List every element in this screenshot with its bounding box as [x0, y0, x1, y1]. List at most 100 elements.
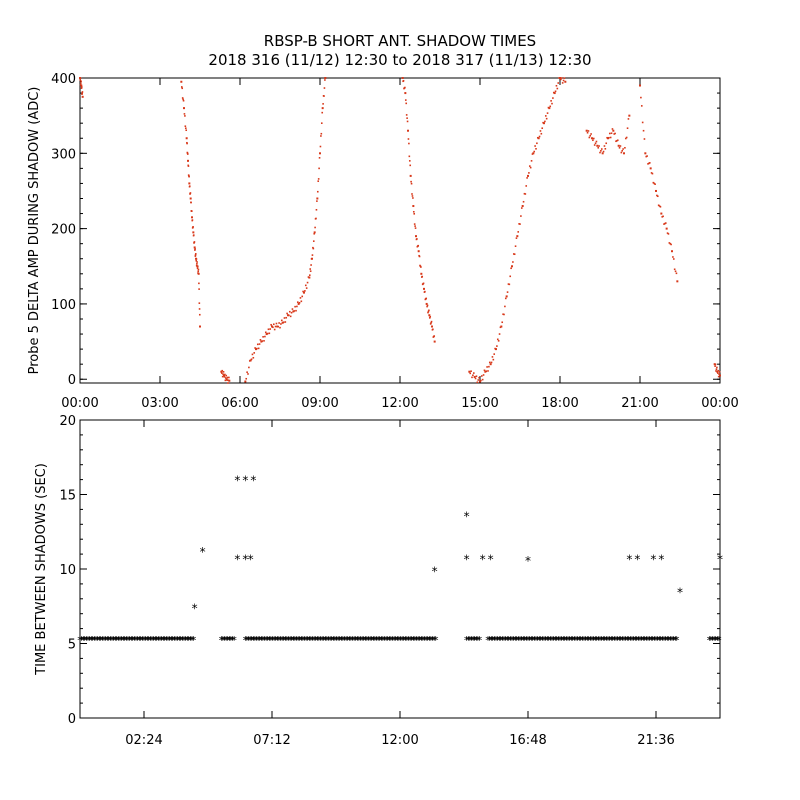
- data-point-fill: [488, 361, 491, 364]
- panel-probe-delta-amp: 00:00 03:00 06:00 09:00 12:00 15:00 18:00 21:00…: [27, 72, 739, 411]
- data-point: [655, 189, 657, 192]
- data-point-fill: [512, 261, 514, 263]
- data-point-fill: [198, 302, 201, 304]
- data-point-fill: [181, 97, 184, 99]
- data-point-fill: [647, 163, 649, 165]
- data-point-baseline: *: [162, 634, 168, 647]
- data-point-fill: [81, 93, 83, 95]
- data-point-fill: [668, 242, 671, 244]
- data-point-fill: [221, 375, 224, 378]
- data-point-baseline: *: [493, 634, 499, 647]
- data-point-baseline: *: [387, 634, 393, 647]
- data-point-baseline: *: [556, 634, 562, 647]
- data-point-baseline: *: [340, 634, 346, 647]
- data-point-fill: [410, 180, 412, 183]
- data-point-baseline: *: [496, 634, 502, 647]
- data-point-baseline: *: [600, 634, 606, 647]
- data-point-baseline: *: [180, 634, 186, 647]
- data-point-baseline: *: [586, 634, 592, 647]
- data-point-baseline: *: [417, 634, 423, 647]
- data-point-baseline: *: [151, 634, 157, 647]
- data-point-fill: [592, 139, 594, 142]
- data-point-fill: [408, 155, 411, 158]
- data-point-fill: [272, 326, 274, 329]
- data-point-fill: [666, 232, 669, 234]
- data-point-fill: [194, 248, 196, 250]
- data-point-fill: [514, 245, 517, 247]
- data-point-baseline: *: [124, 634, 130, 647]
- data-point-fill: [482, 374, 485, 376]
- data-point-fill: [520, 207, 523, 209]
- data-point: [316, 197, 319, 200]
- data-point-fill: [79, 83, 82, 86]
- data-point-baseline: *: [616, 634, 622, 647]
- data-point-fill: [263, 340, 265, 342]
- data-point-baseline: *: [152, 634, 158, 647]
- data-point-fill: [496, 345, 498, 347]
- data-point-fill: [661, 216, 664, 218]
- data-point-fill: [246, 371, 248, 374]
- data-point-fill: [429, 323, 432, 325]
- data-point-fill: [402, 79, 405, 82]
- data-point-fill: [673, 268, 676, 271]
- data-point-baseline: *: [109, 634, 115, 647]
- data-point-baseline: *: [406, 634, 412, 647]
- data-point-baseline: *: [605, 634, 611, 647]
- data-point-baseline: *: [276, 634, 282, 647]
- data-point: [713, 363, 716, 366]
- data-point: [500, 325, 503, 328]
- data-point-fill: [245, 377, 248, 380]
- data-point-fill: [262, 336, 264, 338]
- data-point-baseline: *: [297, 634, 303, 647]
- data-point-fill: [79, 79, 82, 81]
- data-point-fill: [185, 129, 188, 132]
- data-point: [521, 205, 524, 208]
- data-point-baseline: *: [414, 634, 420, 647]
- y-tick-label: 100: [51, 298, 76, 313]
- data-point: [511, 265, 513, 268]
- data-point-baseline: *: [576, 634, 582, 647]
- data-point-fill: [291, 308, 294, 310]
- data-point-fill: [552, 91, 555, 94]
- data-point-fill: [247, 373, 249, 375]
- data-point-baseline: *: [500, 634, 506, 647]
- data-point: [468, 370, 471, 373]
- data-point: [612, 129, 615, 132]
- data-point-fill: [515, 237, 518, 239]
- data-point-fill: [717, 369, 720, 372]
- data-point-baseline: *: [156, 634, 162, 647]
- data-point-baseline: *: [514, 634, 520, 647]
- data-point-baseline: *: [186, 634, 192, 647]
- data-point-fill: [624, 137, 627, 140]
- data-point-fill: [549, 105, 552, 108]
- data-point-fill: [294, 305, 296, 308]
- data-point-baseline: *: [358, 634, 364, 647]
- data-point-baseline: *: [165, 634, 171, 647]
- data-point: *: [634, 553, 640, 567]
- data-point-fill: [286, 312, 288, 315]
- data-point-fill: [261, 340, 264, 342]
- data-point-fill: [621, 149, 624, 152]
- data-point-fill: [656, 194, 658, 197]
- data-point-baseline: *: [305, 634, 311, 647]
- data-point-fill: [80, 82, 82, 84]
- data-point: [479, 380, 481, 383]
- data-point-baseline: *: [287, 634, 293, 647]
- data-point-baseline: *: [475, 634, 481, 647]
- data-point-baseline: *: [520, 634, 526, 647]
- data-point: [183, 107, 185, 110]
- data-point: [484, 370, 487, 373]
- data-point-baseline: *: [259, 634, 265, 647]
- data-point-baseline: *: [506, 634, 512, 647]
- data-point-baseline: *: [273, 634, 279, 647]
- data-point-baseline: *: [379, 634, 385, 647]
- data-point-baseline: *: [172, 634, 178, 647]
- data-point: [281, 321, 284, 324]
- data-point-fill: [656, 195, 659, 198]
- x-tick-label: 03:00: [141, 396, 178, 411]
- data-point-baseline: *: [409, 634, 415, 647]
- data-point: [244, 380, 247, 383]
- data-point-baseline: *: [246, 634, 252, 647]
- data-point-baseline: *: [548, 634, 554, 647]
- data-point: [716, 370, 719, 373]
